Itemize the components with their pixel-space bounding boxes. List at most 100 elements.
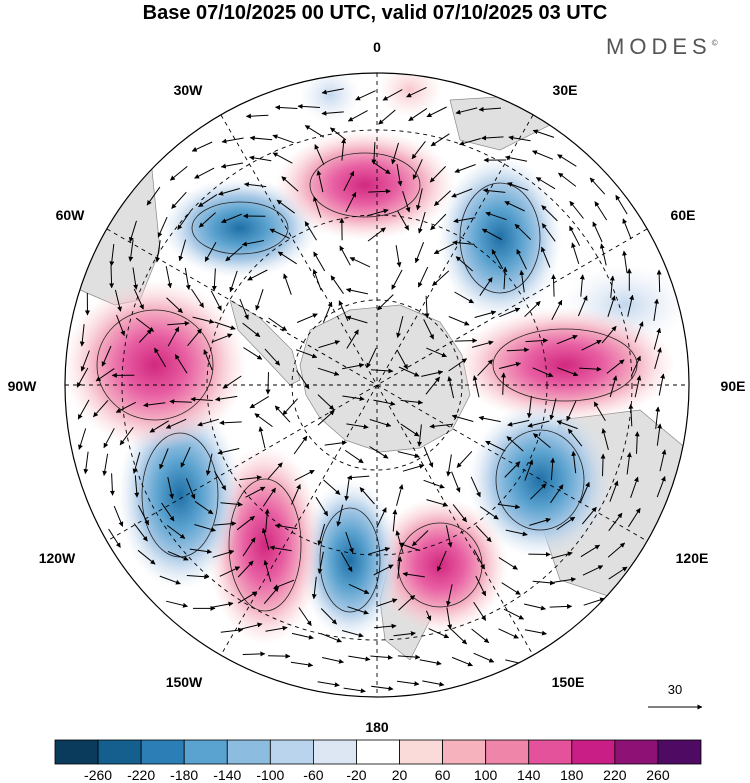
wind-arrow bbox=[472, 375, 480, 398]
wind-arrow bbox=[166, 524, 186, 539]
map-disc bbox=[65, 73, 689, 697]
wind-arrow bbox=[167, 476, 174, 500]
wind-arrow bbox=[397, 451, 420, 459]
wind-arrow bbox=[283, 273, 292, 295]
wind-arrow bbox=[471, 340, 494, 348]
wind-arrow bbox=[505, 529, 528, 537]
wind-arrow bbox=[348, 583, 370, 594]
wind-arrow bbox=[323, 479, 341, 495]
colorbar-tick-label: -260 bbox=[84, 767, 112, 783]
wind-arrow bbox=[450, 628, 468, 645]
wind-arrow bbox=[80, 350, 90, 372]
wind-arrow bbox=[397, 210, 410, 231]
wind-arrow bbox=[344, 449, 364, 464]
lon-label-150w: 150W bbox=[166, 674, 203, 690]
wind-arrow bbox=[132, 267, 139, 290]
wind-arrow bbox=[373, 564, 394, 576]
wind-arrow bbox=[221, 213, 242, 224]
wind-arrow bbox=[656, 269, 662, 293]
wind-arrow bbox=[371, 685, 394, 692]
wind-arrow bbox=[507, 182, 529, 191]
wind-arrow bbox=[402, 463, 425, 472]
wind-arrow bbox=[239, 475, 262, 481]
modes-logo: MODES© bbox=[606, 34, 718, 59]
wind-arrow bbox=[264, 508, 270, 532]
wind-arrow bbox=[491, 249, 504, 270]
wind-arrow bbox=[264, 348, 281, 366]
wind-arrow bbox=[311, 576, 317, 600]
wind-arrow bbox=[599, 243, 607, 266]
wind-arrow bbox=[656, 476, 666, 498]
wind-arrow bbox=[149, 420, 169, 433]
wind-arrow bbox=[133, 288, 144, 310]
wind-arrow bbox=[421, 370, 444, 377]
wind-arrow bbox=[499, 307, 521, 318]
wind-arrow bbox=[294, 469, 315, 481]
wind-arrow bbox=[347, 110, 368, 122]
wind-arrow bbox=[242, 651, 266, 657]
colorbar-tick-label: 140 bbox=[517, 767, 541, 783]
wind-arrow bbox=[502, 266, 508, 290]
colorbar-swatch bbox=[485, 739, 530, 765]
lon-label-150e: 150E bbox=[552, 674, 585, 690]
graticule bbox=[65, 73, 689, 697]
wind-arrow bbox=[219, 420, 242, 426]
wind-arrow bbox=[320, 608, 337, 625]
wind-arrow bbox=[313, 196, 322, 218]
wind-arrow bbox=[571, 242, 580, 265]
wind-arrow bbox=[275, 104, 298, 110]
wind-arrow bbox=[359, 487, 375, 505]
wind-arrow bbox=[222, 375, 242, 389]
wind-arrow bbox=[396, 484, 404, 506]
wind-arrow bbox=[549, 398, 557, 421]
wind-arrow bbox=[274, 523, 298, 530]
wind-arrow bbox=[412, 159, 423, 180]
wind-arrow bbox=[109, 244, 115, 267]
wind-arrow bbox=[608, 566, 628, 580]
wind-arrow bbox=[291, 483, 301, 505]
wind-arrow bbox=[304, 125, 325, 138]
wind-arrow bbox=[451, 471, 461, 493]
wind-arrow bbox=[368, 188, 391, 194]
colorbar-swatch bbox=[442, 739, 487, 765]
wind-arrow bbox=[556, 420, 578, 430]
wind-arrow bbox=[221, 137, 244, 144]
wind-arrow bbox=[417, 424, 423, 447]
wind-arrow bbox=[550, 457, 556, 481]
wind-arrow bbox=[245, 113, 269, 119]
wind-arrow bbox=[186, 574, 210, 580]
wind-arrow bbox=[247, 269, 268, 281]
wind-arrow bbox=[258, 426, 266, 449]
wind-arrow bbox=[594, 201, 608, 221]
wind-arrow bbox=[159, 448, 169, 470]
colorbar-tick-label: -60 bbox=[303, 767, 323, 783]
wind-arrow bbox=[426, 347, 447, 358]
wind-arrow bbox=[527, 420, 550, 428]
wind-arrow bbox=[551, 299, 563, 321]
wind-arrow bbox=[113, 505, 124, 527]
wind-arrow bbox=[498, 628, 519, 639]
wind-arrow bbox=[262, 487, 276, 507]
colorbar-swatch bbox=[54, 739, 99, 765]
anomaly-high-90E bbox=[455, 307, 675, 423]
wind-arrow bbox=[345, 287, 369, 295]
wind-arrow bbox=[166, 600, 188, 608]
wind-arrow bbox=[263, 586, 279, 605]
colorbar-tick-label: -140 bbox=[213, 767, 241, 783]
wind-arrow bbox=[589, 177, 606, 195]
wind-arrow bbox=[581, 506, 597, 525]
wind-arrow bbox=[428, 628, 450, 639]
wind-arrow bbox=[503, 608, 525, 620]
wind-arrow bbox=[609, 275, 615, 298]
wind-arrow bbox=[453, 217, 476, 224]
wind-arrow bbox=[456, 450, 473, 468]
wind-arrow bbox=[454, 291, 475, 304]
wind-arrow bbox=[320, 633, 342, 643]
wind-arrow bbox=[557, 154, 577, 167]
wind-arrow bbox=[249, 155, 272, 162]
wind-arrow bbox=[532, 129, 555, 138]
wind-arrow bbox=[185, 478, 196, 500]
wind-arrow bbox=[532, 580, 556, 586]
wind-arrow bbox=[426, 499, 449, 507]
